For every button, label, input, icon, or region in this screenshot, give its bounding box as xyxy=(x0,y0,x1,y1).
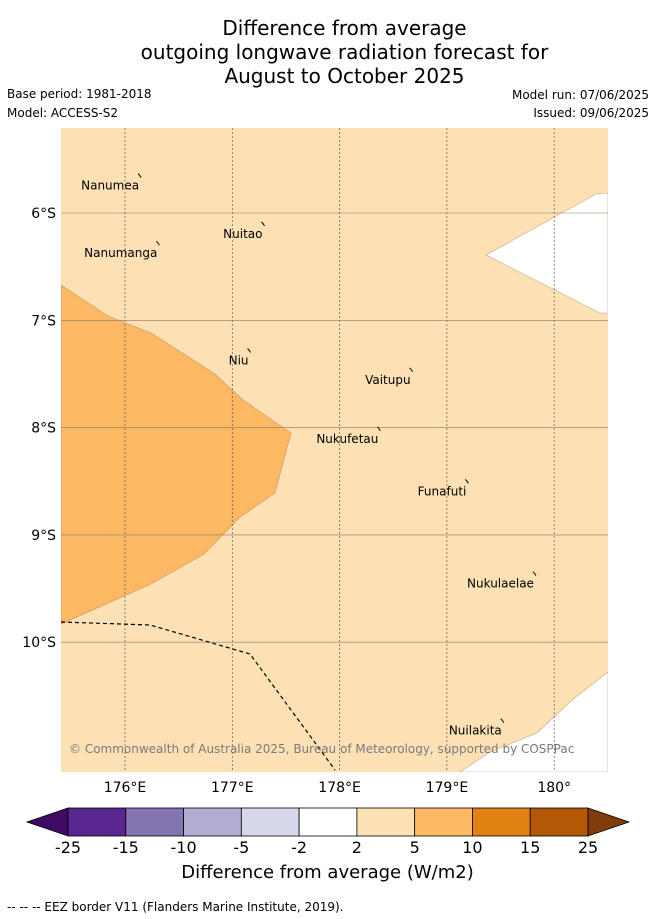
colorbar-tick-label: 25 xyxy=(578,838,598,857)
latitude-tick-label: 9°S xyxy=(31,528,56,544)
colorbar-tick-label: -15 xyxy=(113,838,139,857)
model-run: Model run: 07/06/2025 xyxy=(511,88,649,102)
place-labels: Nanumea Nuitao Nanumanga Niu Vaitupu Nukufeta… xyxy=(81,173,537,738)
island-outline xyxy=(500,718,505,723)
colorbar-tick-label: -25 xyxy=(55,838,81,857)
base-period: Base period: 1981-2018 xyxy=(7,87,152,101)
place-label: Nukulaelae xyxy=(467,577,534,591)
colorbar: -25 -15 -10 -5 -2 2 5 10 15 25 xyxy=(25,807,631,857)
anomaly-region-near-zero xyxy=(485,192,608,314)
latitude-tick-label: 6°S xyxy=(31,206,56,222)
colorbar-swatch xyxy=(298,807,358,837)
colorbar-tick-label: 5 xyxy=(410,838,420,857)
copyright-notice: © Commonwealth of Australia 2025, Bureau… xyxy=(69,742,574,756)
place-label: Nukufetau xyxy=(316,432,378,446)
longitude-tick-label: 180° xyxy=(537,780,571,796)
eez-border xyxy=(61,621,336,771)
model-name: Model: ACCESS-S2 xyxy=(7,106,119,120)
colorbar-swatch xyxy=(472,807,531,837)
place-label: Nanumanga xyxy=(84,246,157,260)
colorbar-swatch xyxy=(183,807,242,837)
forecast-map: Nanumea Nuitao Nanumanga Niu Vaitupu Nukufeta… xyxy=(22,128,631,857)
place-label: Vaitupu xyxy=(365,373,411,387)
colorbar-tick-label: 2 xyxy=(352,838,362,857)
colorbar-tick-label: -2 xyxy=(291,838,307,857)
colorbar-swatch xyxy=(356,807,416,837)
island-outline xyxy=(261,221,265,227)
colorbar-swatch xyxy=(67,807,127,837)
colorbar-under-arrow xyxy=(25,807,69,837)
graticule xyxy=(61,128,608,772)
colorbar-tick-label: 10 xyxy=(462,838,482,857)
island-outline xyxy=(377,426,381,432)
title-line-3: August to October 2025 xyxy=(224,64,465,88)
latitude-tick-label: 10°S xyxy=(22,635,56,651)
colorbar-tick-label: -5 xyxy=(233,838,249,857)
longitude-tick-label: 176°E xyxy=(104,780,147,796)
longitude-tick-label: 178°E xyxy=(318,780,361,796)
colorbar-swatch xyxy=(414,807,473,837)
place-label: Nuitao xyxy=(223,227,262,241)
colorbar-title: Difference from average (W/m2) xyxy=(181,862,474,883)
anomaly-region-5-to-10 xyxy=(61,284,292,625)
place-label: Nanumea xyxy=(81,179,139,193)
colorbar-tick-label: -10 xyxy=(170,838,196,857)
island-outline xyxy=(409,367,414,373)
colorbar-swatch xyxy=(529,807,589,837)
island-outline xyxy=(155,240,160,246)
map-title: Difference from average outgoing longwav… xyxy=(0,16,655,88)
island-outline xyxy=(465,479,469,484)
island-outline xyxy=(137,173,142,178)
island-outline xyxy=(532,571,537,576)
longitude-tick-label: 179°E xyxy=(426,780,469,796)
colorbar-swatch xyxy=(125,807,184,837)
colorbar-over-arrow xyxy=(587,807,631,837)
title-line-1: Difference from average xyxy=(222,16,467,40)
island-outline xyxy=(247,348,251,353)
colorbar-tick-label: 15 xyxy=(520,838,540,857)
place-label: Nuilakita xyxy=(449,724,502,738)
issued-date: Issued: 09/06/2025 xyxy=(533,106,649,120)
map-plot-area: Nanumea Nuitao Nanumanga Niu Vaitupu Nukufeta… xyxy=(61,128,608,772)
eez-legend-note: -- -- -- EEZ border V11 (Flanders Marine… xyxy=(7,900,344,914)
anomaly-region-near-zero-south xyxy=(459,671,608,772)
latitude-tick-label: 7°S xyxy=(31,313,56,329)
title-line-2: outgoing longwave radiation forecast for xyxy=(140,40,549,64)
latitude-tick-label: 8°S xyxy=(31,421,56,437)
colorbar-swatch xyxy=(240,807,300,837)
axis-tick-labels: 176°E 177°E 178°E 179°E 180° 6°S 7°S 8°S 9°S 10°S xyxy=(22,206,571,796)
place-label: Niu xyxy=(229,353,249,367)
longitude-tick-label: 177°E xyxy=(211,780,254,796)
place-label: Funafuti xyxy=(418,484,467,498)
